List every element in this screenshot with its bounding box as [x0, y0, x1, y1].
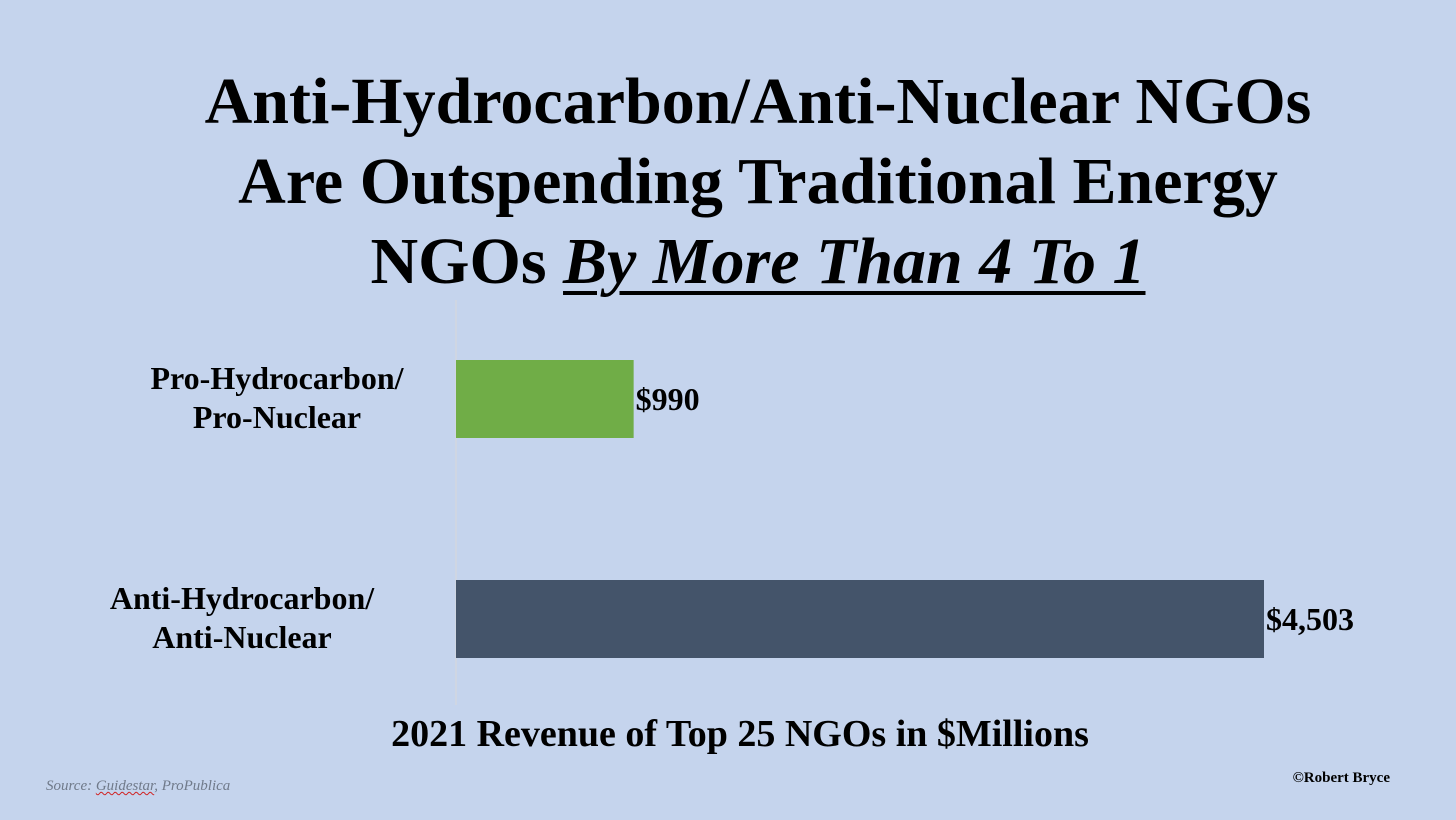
category-label-0: Pro-Hydrocarbon/Pro-Nuclear — [150, 360, 404, 435]
title-emphasis: By More Than 4 To 1 — [563, 225, 1146, 298]
bar-1 — [456, 580, 1264, 658]
source-prefix: Source: — [46, 778, 96, 794]
category-label-0-line-1: Pro-Nuclear — [193, 399, 361, 435]
category-label-1-line-1: Anti-Nuclear — [152, 619, 332, 655]
source-rest: , ProPublica — [154, 778, 231, 794]
data-label-1: $4,503 — [1266, 601, 1354, 637]
category-label-0-line-0: Pro-Hydrocarbon/ — [150, 360, 404, 396]
x-axis-label: 2021 Revenue of Top 25 NGOs in $Millions — [391, 713, 1089, 755]
title-line-2: Are Outspending Traditional Energy — [238, 145, 1278, 218]
title-line-1: Anti-Hydrocarbon/Anti-Nuclear NGOs — [204, 65, 1312, 138]
category-label-1: Anti-Hydrocarbon/Anti-Nuclear — [110, 580, 375, 655]
title-line-3-plain: NGOs — [370, 225, 564, 298]
source-guidestar: Guidestar — [95, 778, 155, 794]
copyright-note: ©Robert Bryce — [1292, 770, 1390, 786]
source-note: Source: Guidestar, ProPublica — [46, 778, 230, 795]
title-line-3: NGOs By More Than 4 To 1 — [30, 222, 1456, 302]
bar-0 — [456, 360, 634, 438]
data-label-0: $990 — [636, 381, 700, 417]
category-label-1-line-0: Anti-Hydrocarbon/ — [110, 580, 375, 616]
